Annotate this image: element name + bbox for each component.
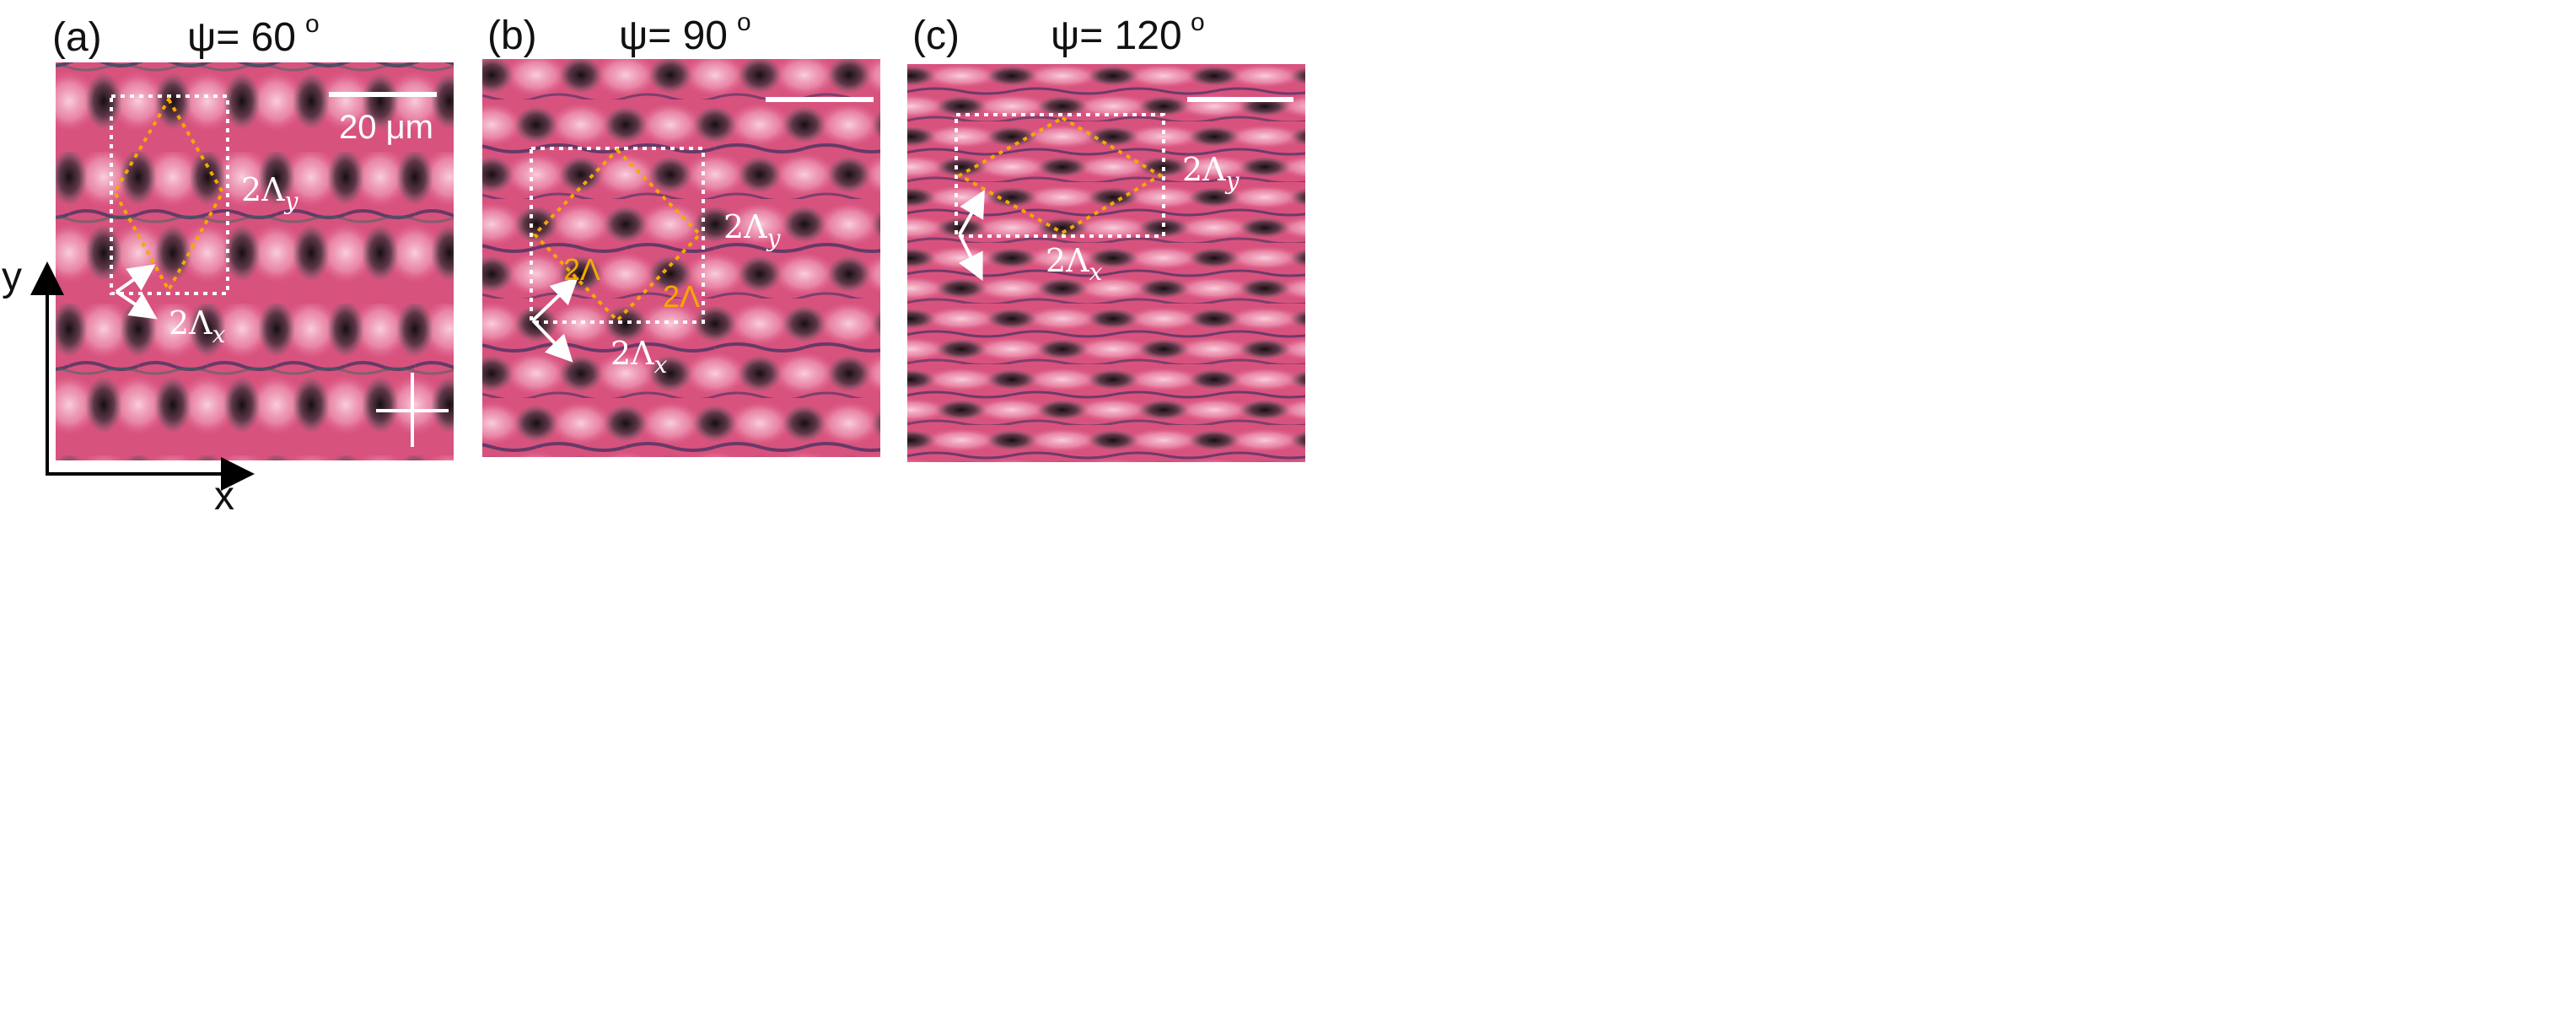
unit-cell-box-a	[110, 94, 229, 295]
axes-indicator: y x	[2, 255, 255, 519]
lambda-x-sub-b: x	[654, 351, 668, 379]
lattice-vector-1-b	[531, 277, 578, 322]
angle-degree-c: o	[1191, 8, 1205, 36]
panel-label-a: (a)	[52, 15, 102, 60]
micrograph-c	[907, 64, 1305, 462]
y-axis-label: y	[2, 255, 22, 299]
lattice-vector-2-b	[531, 319, 573, 363]
lambda-y-sub-c: y	[1224, 167, 1240, 195]
lattice-rhombus-c	[955, 116, 1164, 235]
lambda-diag-label-2-b: 2Λ	[663, 279, 700, 314]
lambda-y-label-b: 2Λy	[723, 208, 782, 252]
x-axis-label: x	[214, 474, 234, 519]
panel-b: (b) ψ= 90 o 2Λ 2Λ 2Λy 2Λx	[482, 8, 880, 457]
lambda-x-main-c: 2Λ	[1046, 242, 1089, 279]
lambda-y-label-c: 2Λy	[1182, 151, 1240, 195]
lattice-vector-2-c	[958, 234, 983, 282]
lattice-vector-1-a	[115, 264, 156, 293]
lambda-y-label-a: 2Λy	[241, 171, 299, 215]
lambda-x-label-b: 2Λx	[610, 335, 668, 379]
panel-label-c: (c)	[912, 13, 960, 58]
lattice-vector-2-a	[115, 290, 158, 320]
lambda-y-main-a: 2Λ	[241, 171, 285, 208]
lambda-x-sub-a: x	[212, 320, 226, 348]
micrograph-b	[482, 59, 880, 457]
micrograph-a	[56, 62, 454, 460]
panel-c: (c) ψ= 120 o 2Λy 2Λx	[907, 8, 1305, 462]
angle-degree-b: o	[737, 8, 751, 36]
lambda-y-sub-b: y	[766, 224, 782, 252]
angle-label-b: ψ= 90	[619, 13, 728, 58]
lambda-x-main-a: 2Λ	[169, 304, 212, 342]
lambda-x-sub-c: x	[1089, 258, 1103, 286]
angle-label-c: ψ= 120	[1051, 13, 1182, 58]
panel-label-b: (b)	[487, 13, 537, 58]
lambda-y-sub-a: y	[283, 187, 299, 215]
lambda-diag-label-1-b: 2Λ	[563, 252, 600, 287]
angle-label-a: ψ= 60	[187, 15, 296, 60]
scale-bar-text-a: 20 μm	[339, 109, 433, 146]
panel-a: (a) ψ= 60 o 20 μm 2Λy 2Λx	[52, 10, 454, 460]
lambda-y-main-c: 2Λ	[1182, 151, 1226, 188]
lambda-x-label-a: 2Λx	[169, 304, 226, 348]
lambda-x-label-c: 2Λx	[1046, 242, 1103, 286]
lattice-vector-1-c	[958, 190, 985, 235]
lambda-x-main-b: 2Λ	[610, 335, 654, 372]
lambda-y-main-b: 2Λ	[723, 208, 767, 245]
angle-degree-a: o	[305, 10, 320, 38]
